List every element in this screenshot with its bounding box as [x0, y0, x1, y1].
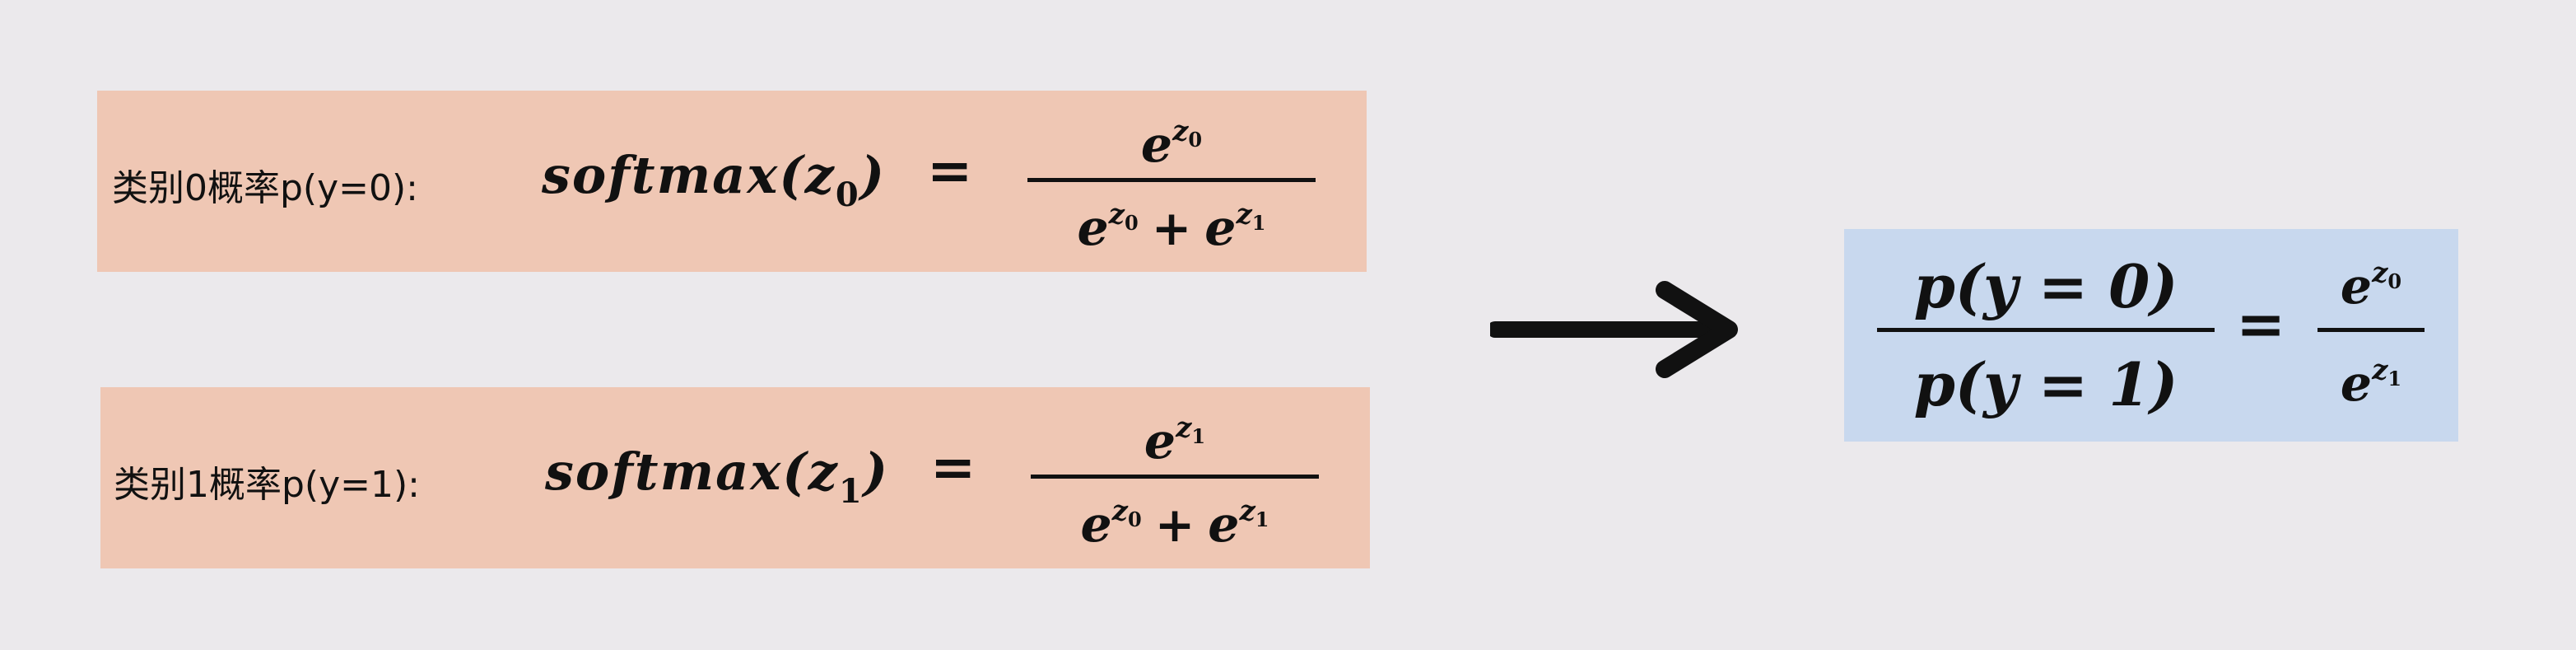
right-arrow-icon [1490, 281, 1738, 378]
class1-numerator: ez1 [1144, 411, 1206, 470]
class0-label: 类别0概率p(y=0): [112, 167, 418, 209]
class0-arg: z [804, 145, 836, 205]
class1-denominator: ez0 + ez1 [1080, 494, 1269, 554]
class0-arg-sub: 0 [835, 175, 860, 214]
ratio-equals-sign: = [2236, 288, 2286, 358]
class0-fraction-bar [1027, 178, 1316, 182]
ratio-exponent-fraction: ez0 ez1 [2305, 229, 2437, 439]
class0-func-name: softmax [542, 145, 780, 205]
class0-denominator: ez0 + ez1 [1077, 198, 1266, 257]
class1-equals-sign: = [930, 435, 976, 499]
class0-equals-sign: = [927, 138, 973, 203]
ratio-right-numerator: ez0 [2340, 256, 2402, 316]
class1-arg-sub: 1 [838, 472, 864, 511]
class1-func-name: softmax [545, 442, 783, 502]
class0-formula-box: 类别0概率p(y=0): softmax(z0) = ez0 ez0 + ez1 [97, 91, 1367, 272]
class1-arg: z [808, 442, 839, 502]
ratio-numerator: p(y = 0) [1913, 251, 2178, 321]
ratio-right-denominator: ez1 [2340, 353, 2402, 413]
ratio-fraction-bar [1877, 328, 2215, 332]
class1-fraction-bar [1031, 475, 1319, 479]
ratio-right-fraction-bar [2317, 328, 2425, 332]
class1-fraction: ez1 ez0 + ez1 [980, 387, 1370, 566]
ratio-probability-fraction: p(y = 0) p(y = 1) [1869, 229, 2223, 439]
class0-numerator: ez0 [1140, 115, 1203, 174]
class1-softmax-expression: softmax(z1) [545, 442, 890, 511]
class1-formula-box: 类别1概率p(y=1): softmax(z1) = ez1 ez0 + ez1 [100, 387, 1370, 568]
class0-softmax-expression: softmax(z0) [542, 145, 887, 214]
ratio-formula-box: p(y = 0) p(y = 1) = ez0 ez1 [1844, 229, 2458, 442]
ratio-denominator: p(y = 1) [1913, 349, 2178, 419]
class0-fraction: ez0 ez0 + ez1 [976, 91, 1367, 269]
class1-label: 类别1概率p(y=1): [114, 464, 420, 506]
